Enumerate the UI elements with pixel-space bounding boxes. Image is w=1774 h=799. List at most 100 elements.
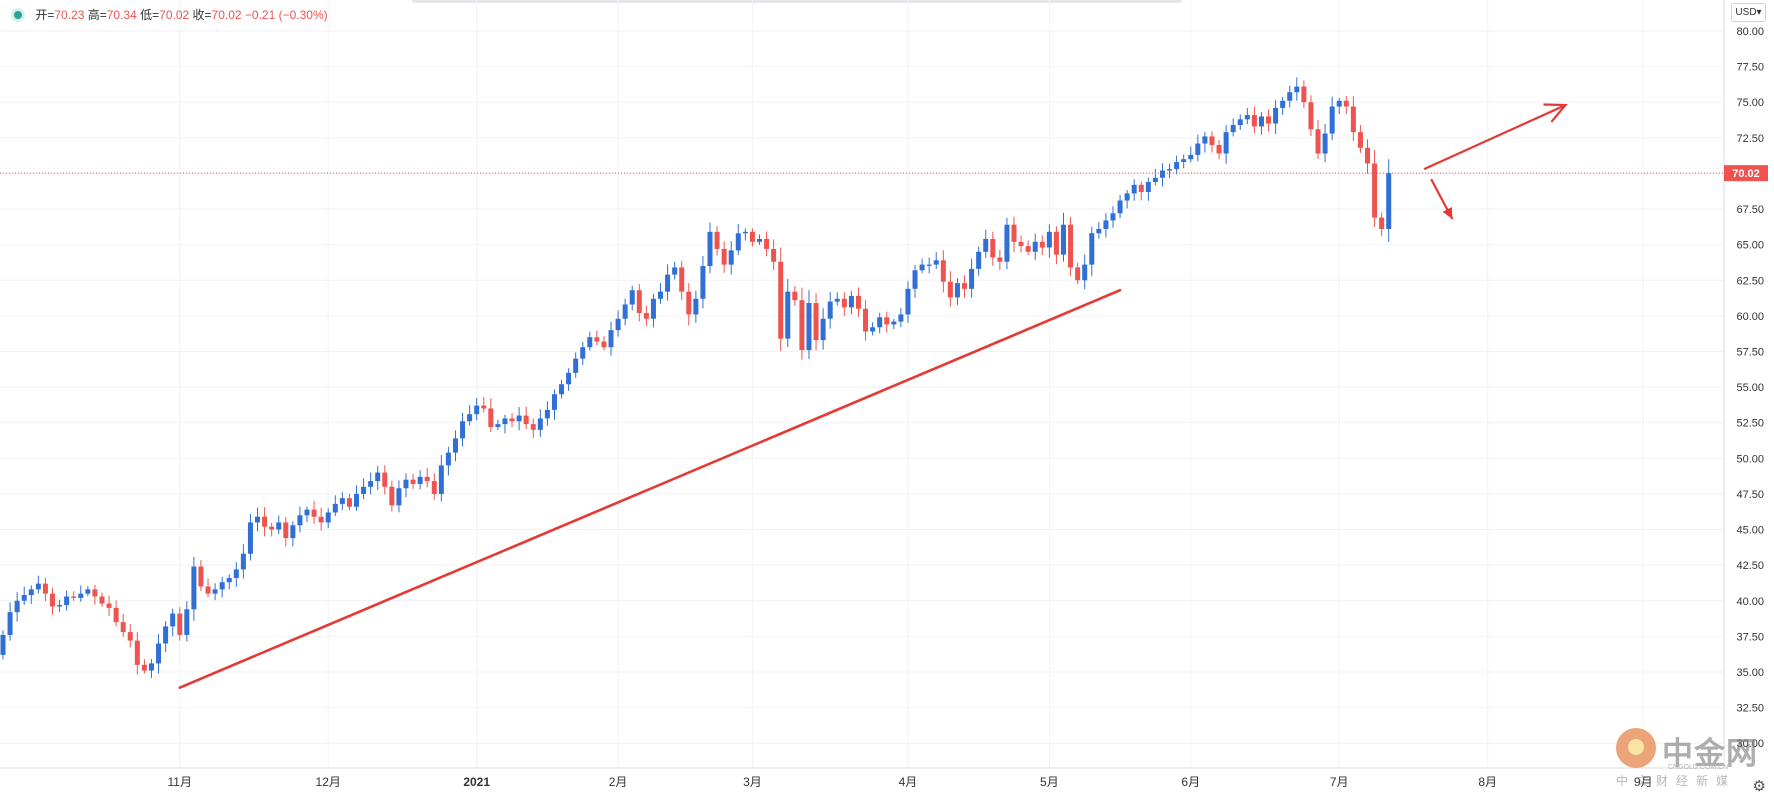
candle-body [1244, 115, 1250, 120]
candle-body [820, 318, 826, 341]
watermark: 中金网 CNGOLD.COM.CN 中文财经新媒 [1612, 726, 1760, 788]
candle-body [431, 481, 437, 494]
y-tick-label: 80.00 [1736, 26, 1764, 38]
candle-body [339, 498, 345, 504]
open-value: 70.23 [54, 8, 85, 22]
candles [0, 77, 1392, 678]
candle-body [1117, 200, 1123, 214]
candle-body [1287, 92, 1293, 101]
x-tick-label: 6月 [1181, 775, 1200, 789]
currency-selector[interactable]: USD▾ [1731, 3, 1766, 22]
candle-body [1329, 106, 1335, 134]
x-tick-label: 2月 [609, 775, 628, 789]
candle-body [184, 609, 190, 635]
candle-body [1230, 125, 1236, 133]
candle-body [205, 586, 211, 594]
candle-body [834, 298, 840, 302]
x-tick-label: 3月 [743, 775, 762, 789]
candle-body [85, 589, 91, 594]
candle-body [35, 583, 41, 590]
low-label: 低= [140, 8, 160, 22]
candle-body [1365, 147, 1371, 164]
candle-body [233, 569, 239, 578]
candle-body [99, 596, 105, 604]
candle-body [1336, 100, 1342, 107]
candle-body [467, 414, 473, 422]
candle-body [622, 304, 628, 319]
candle-body [410, 479, 416, 484]
candle-body [771, 248, 777, 262]
candle-body [1343, 100, 1349, 107]
candle-body [21, 595, 27, 601]
candle-body [57, 605, 63, 607]
candle-body [749, 231, 755, 242]
candle-body [495, 424, 501, 427]
close-label: 收= [192, 8, 212, 22]
candle-body [1053, 231, 1059, 255]
candle-body [665, 274, 671, 292]
candle-body [1357, 132, 1363, 148]
candle-body [148, 663, 154, 671]
candle-body [1315, 129, 1321, 154]
candle-body [1089, 233, 1095, 265]
candle-body [983, 238, 989, 252]
candle-body [1322, 133, 1328, 154]
x-tick-label: 12月 [316, 775, 341, 789]
candle-body [474, 405, 480, 415]
candle-body [1294, 86, 1300, 93]
y-tick-label: 65.00 [1736, 240, 1764, 252]
candle-body [1103, 220, 1109, 229]
candle-body [212, 589, 218, 594]
candle-body [792, 291, 798, 301]
candle-body [354, 493, 359, 507]
candle-body [1202, 136, 1208, 144]
candle-body [290, 525, 296, 539]
candle-body [332, 503, 338, 513]
watermark-tagline: 中文财经新媒 [1616, 774, 1737, 788]
candle-body [42, 583, 48, 594]
x-tick-label: 11月 [168, 775, 192, 789]
y-tick-label: 67.50 [1736, 204, 1764, 216]
candle-body [1301, 86, 1307, 103]
candle-body [219, 582, 225, 590]
high-label: 高= [87, 8, 107, 22]
candle-body [516, 415, 522, 422]
candle-body [198, 566, 204, 587]
candle-body [785, 291, 791, 339]
candle-body [714, 231, 720, 249]
candle-body [990, 238, 996, 258]
y-tick-label: 72.50 [1736, 133, 1764, 145]
candle-body [1004, 224, 1010, 262]
candle-body [502, 418, 508, 425]
candle-body [78, 593, 84, 598]
settings-gear-icon[interactable]: ⚙ [1752, 778, 1766, 795]
candle-body [905, 288, 911, 315]
candle-body [509, 418, 515, 422]
candle-body [255, 516, 261, 523]
candle-body [672, 267, 678, 275]
candle-body [1138, 184, 1144, 192]
candle-body [1145, 181, 1151, 192]
candle-body [134, 640, 140, 665]
candle-body [778, 261, 784, 339]
close-value: 70.02 [211, 8, 242, 22]
candle-body [898, 314, 904, 322]
candle-body [1280, 100, 1286, 108]
candle-body [127, 632, 133, 641]
candle-body [311, 509, 317, 517]
candle-body [650, 298, 656, 319]
up-arrow-head-icon [1543, 103, 1568, 123]
candle-body [445, 452, 451, 466]
candle-body [855, 295, 861, 309]
candle-body [1181, 159, 1187, 163]
candle-body [870, 327, 876, 332]
watermark-name: 中金网 [1662, 736, 1758, 771]
candle-body [71, 596, 77, 598]
candle-body [742, 231, 748, 234]
candle-body [962, 283, 968, 289]
y-tick-label: 77.50 [1736, 62, 1764, 74]
candle-body [64, 596, 70, 606]
candle-body [488, 408, 494, 427]
candle-body [1266, 116, 1272, 124]
